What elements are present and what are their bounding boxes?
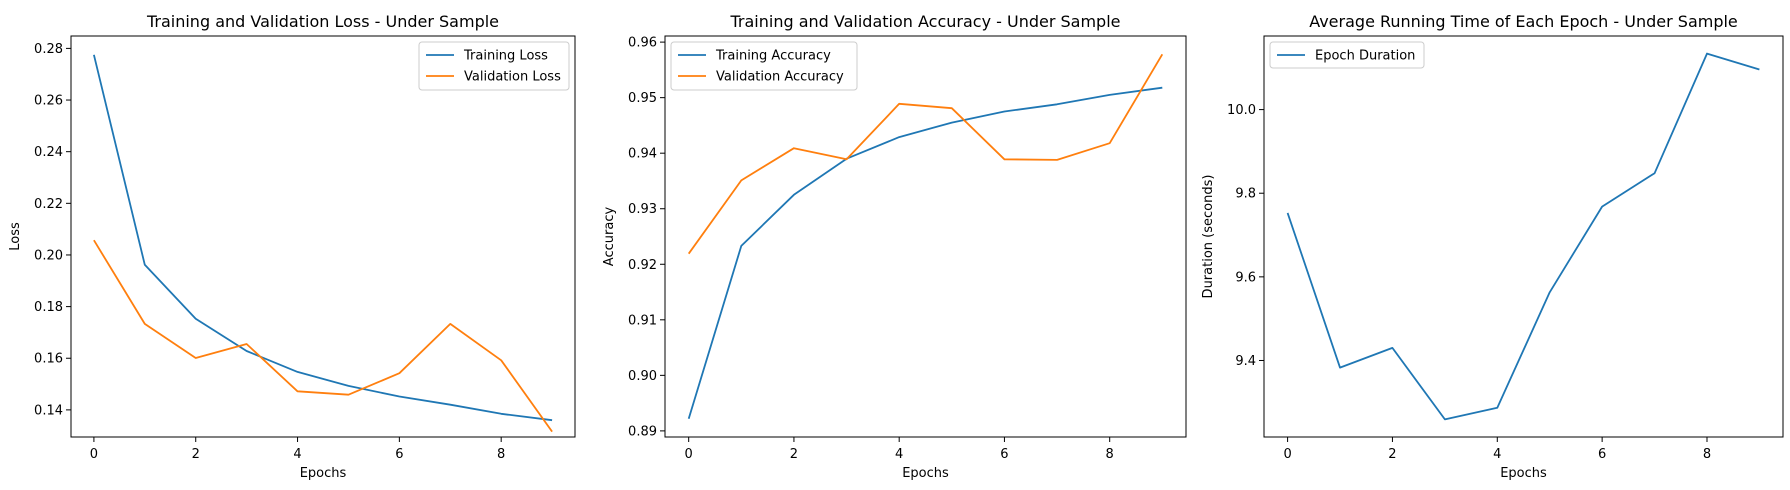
x-tick-label: 8: [497, 447, 505, 462]
y-tick-label: 0.28: [34, 42, 63, 57]
x-tick-label: 4: [895, 447, 903, 462]
legend-label: Training Accuracy: [715, 49, 831, 64]
y-tick-label: 0.92: [628, 258, 657, 273]
legend: Epoch Duration: [1269, 41, 1425, 69]
y-tick-label: 0.18: [34, 300, 63, 315]
x-tick-label: 6: [395, 447, 403, 462]
legend-box: [418, 41, 570, 91]
legend-box: [670, 41, 858, 91]
y-tick-label: 0.14: [34, 403, 63, 418]
y-tick-label: 0.20: [34, 248, 63, 263]
x-tick-label: 2: [192, 447, 200, 462]
y-tick-label: 0.94: [628, 147, 657, 162]
x-tick-label: 2: [790, 447, 798, 462]
x-tick-label: 0: [90, 447, 98, 462]
x-tick-label: 8: [1106, 447, 1114, 462]
chart-1: 0 2 4 6 8 0.14 0.16 0.18 0.20 0.22 0.24 0.26 0.28 Tra…: [8, 12, 576, 481]
x-axis-label: Epochs: [300, 466, 347, 481]
y-tick-label: 0.95: [628, 91, 657, 106]
x-tick-label: 0: [1283, 447, 1291, 462]
legend-label: Training Loss: [463, 49, 548, 64]
y-tick-label: 0.26: [34, 94, 63, 109]
x-tick-label: 8: [1703, 447, 1711, 462]
y-tick-label: 0.24: [34, 145, 63, 160]
chart-title: Training and Validation Loss - Under Sam…: [146, 12, 499, 31]
series-line-1: [93, 54, 553, 422]
x-tick-label: 4: [1493, 447, 1501, 462]
series-line-1: [687, 86, 1163, 419]
legend: Training Loss Validation Loss: [418, 41, 570, 91]
y-axis-label: Accuracy: [602, 207, 617, 267]
series-line-2: [93, 239, 553, 433]
y-tick-label: 9.4: [1235, 354, 1256, 369]
chart-title: Average Running Time of Each Epoch - Und…: [1309, 12, 1738, 31]
legend-label: Validation Accuracy: [716, 70, 844, 85]
series-line-1: [1286, 52, 1760, 421]
x-axis-label: Epochs: [902, 466, 949, 481]
y-tick-label: 9.8: [1235, 187, 1256, 202]
y-tick-label: 10.0: [1227, 103, 1256, 118]
y-axis-label: Loss: [8, 222, 23, 251]
series-line-2: [687, 53, 1164, 255]
y-axis-label: Duration (seconds): [1201, 175, 1216, 299]
x-tick-label: 0: [685, 447, 693, 462]
y-tick-label: 9.6: [1235, 270, 1256, 285]
x-tick-label: 6: [1598, 447, 1606, 462]
plot-frame: [70, 35, 576, 438]
chart-3: 0 2 4 6 8 9.4 9.6 9.8 10.0 Average Running Time o…: [1201, 12, 1784, 481]
y-tick-label: 0.91: [628, 313, 657, 328]
legend-label: Validation Loss: [464, 70, 561, 85]
y-tick-label: 0.22: [34, 197, 63, 212]
y-tick-label: 0.90: [628, 369, 657, 384]
x-tick-label: 4: [293, 447, 301, 462]
y-tick-label: 0.93: [628, 202, 657, 217]
chart-2: 0 2 4 6 8 0.89 0.90 0.91 0.92 0.93 0.94 0.95 0.96 Tra…: [602, 12, 1187, 481]
x-tick-label: 6: [1000, 447, 1008, 462]
legend-box: [1269, 41, 1425, 69]
legend-label: Epoch Duration: [1315, 49, 1415, 64]
chart-title: Training and Validation Accuracy - Under…: [730, 12, 1121, 31]
x-tick-label: 2: [1388, 447, 1396, 462]
plot-frame: [664, 35, 1187, 438]
y-tick-label: 0.96: [628, 36, 657, 51]
legend: Training Accuracy Validation Accuracy: [670, 41, 858, 91]
plot-frame: [1263, 35, 1784, 438]
y-tick-label: 0.89: [628, 424, 657, 439]
y-tick-label: 0.16: [34, 352, 63, 367]
x-axis-label: Epochs: [1500, 466, 1547, 481]
